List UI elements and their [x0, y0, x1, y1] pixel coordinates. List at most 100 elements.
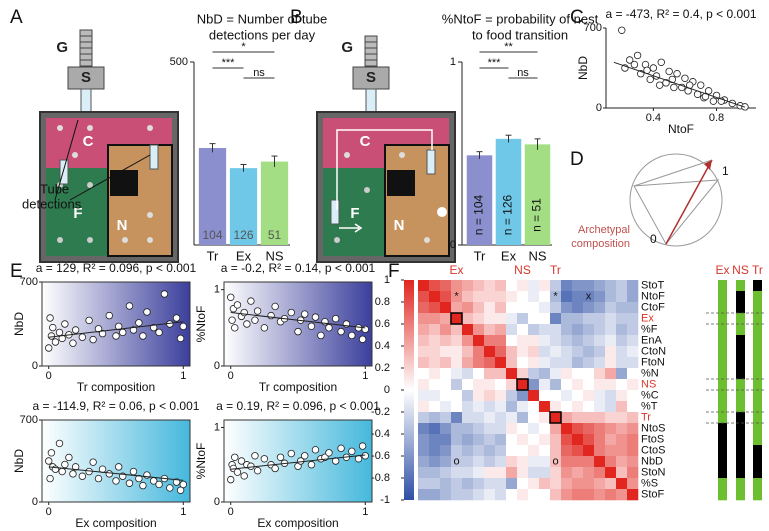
heatmap-cell: [418, 456, 430, 468]
heatmap-cell: [517, 445, 529, 457]
x-axis-label: Ex composition: [75, 516, 156, 530]
heatmap-cell: [550, 467, 562, 479]
heatmap-cell: [605, 478, 617, 490]
heatmap-cell: [473, 390, 485, 402]
heatmap-cell: [627, 445, 639, 457]
heatmap-cell: [418, 291, 430, 303]
heatmap-cell: [605, 379, 617, 391]
heatmap-cell: [572, 445, 584, 457]
membership-cell: [736, 291, 745, 303]
heatmap-cell: [572, 346, 584, 358]
heatmap-cell: [627, 368, 639, 380]
heatmap-cell: [561, 357, 573, 369]
heatmap-cell: [605, 346, 617, 358]
heatmap-cell: [484, 423, 496, 435]
heatmap-cell: [583, 368, 595, 380]
heatmap-cell: [616, 445, 628, 457]
heatmap-cell: [484, 313, 496, 325]
heatmap-cell: [594, 335, 606, 347]
heatmap-cell: [462, 401, 474, 413]
heatmap-cell: [528, 467, 540, 479]
heatmap-cell: [451, 302, 463, 314]
heatmap-cell: [605, 368, 617, 380]
bar: [260, 161, 289, 245]
heatmap-cell: [561, 445, 573, 457]
strip-label: Tr: [752, 263, 763, 277]
heatmap-cell: [528, 390, 540, 402]
x-axis-label: Tr composition: [259, 380, 337, 394]
heatmap-cell: [418, 335, 430, 347]
membership-cell: [736, 456, 745, 468]
colorbar-tick-label: 0.2: [375, 362, 390, 374]
row-label: StoF: [641, 488, 665, 500]
membership-cell: [718, 346, 727, 358]
point: [61, 320, 69, 328]
heatmap-cell: [572, 313, 584, 325]
heatmap-cell: [594, 401, 606, 413]
heatmap-cell: [418, 467, 430, 479]
membership-cell: [736, 357, 745, 369]
membership-cell: [753, 280, 762, 292]
point: [58, 334, 66, 343]
row-label: StoN: [641, 466, 666, 478]
heatmap-cell: [627, 346, 639, 358]
heatmap-cell: [605, 456, 617, 468]
y-tick-label: 500: [170, 56, 188, 68]
heatmap-cell: [429, 302, 441, 314]
heatmap-cell: [451, 324, 463, 336]
heatmap-cell: [616, 313, 628, 325]
heatmap-cell: [440, 368, 452, 380]
heatmap-cell: [495, 445, 507, 457]
membership-cell: [753, 489, 762, 501]
heatmap-cell: [561, 324, 573, 336]
cage-diagram: G S C F N: [316, 35, 456, 263]
heatmap-cell: [539, 423, 551, 435]
membership-cell: [753, 324, 762, 336]
x-tick-label: 0: [228, 370, 234, 382]
membership-cell: [736, 390, 745, 402]
heatmap-cell: [473, 478, 485, 490]
heatmap-cell: [572, 379, 584, 391]
heatmap-cell: [517, 291, 529, 303]
point: [260, 455, 269, 463]
heatmap-cell: [583, 346, 595, 358]
heatmap-cell: [539, 368, 551, 380]
membership-cell: [736, 379, 745, 391]
heatmap-cell: [429, 467, 441, 479]
heatmap-cell: [517, 390, 529, 402]
heatmap-cell: [561, 346, 573, 358]
membership-cell: [736, 346, 745, 358]
heatmap-cell: [517, 456, 529, 468]
heatmap-cell: [418, 357, 430, 369]
point: [46, 314, 54, 322]
heatmap-cell: [528, 434, 540, 446]
heatmap-cell: [517, 368, 529, 380]
chart-title: a = 0.19, R² = 0.096, p < 0.001: [216, 399, 380, 413]
heatmap-cell: [440, 324, 452, 336]
heatmap-cell: [506, 489, 518, 501]
heatmap-cell: [462, 423, 474, 435]
heatmap-cell: [451, 335, 463, 347]
membership-cell: [753, 478, 762, 490]
heatmap-cell: [429, 313, 441, 325]
heatmap-cell: [418, 445, 430, 457]
heatmap-cell: [462, 456, 474, 468]
plot-background: [223, 419, 373, 503]
heatmap-cell: [583, 335, 595, 347]
colorbar-tick-label: -0.2: [371, 406, 390, 418]
x-tick-label: 1: [180, 506, 186, 518]
membership-cell: [753, 467, 762, 479]
heatmap-cell: [517, 401, 529, 413]
fit-line: [613, 61, 746, 108]
point: [179, 322, 187, 331]
x-tick-label: Tr: [207, 248, 219, 263]
highlight-cell: [549, 411, 562, 424]
point: [45, 457, 53, 465]
heatmap-cell: [462, 280, 474, 292]
heatmap-cell: [572, 423, 584, 435]
heatmap-cell: [550, 434, 562, 446]
heatmap-cell: [550, 489, 562, 501]
point: [114, 322, 123, 331]
heatmap-cell: [506, 456, 518, 468]
heatmap-cell: [616, 291, 628, 303]
